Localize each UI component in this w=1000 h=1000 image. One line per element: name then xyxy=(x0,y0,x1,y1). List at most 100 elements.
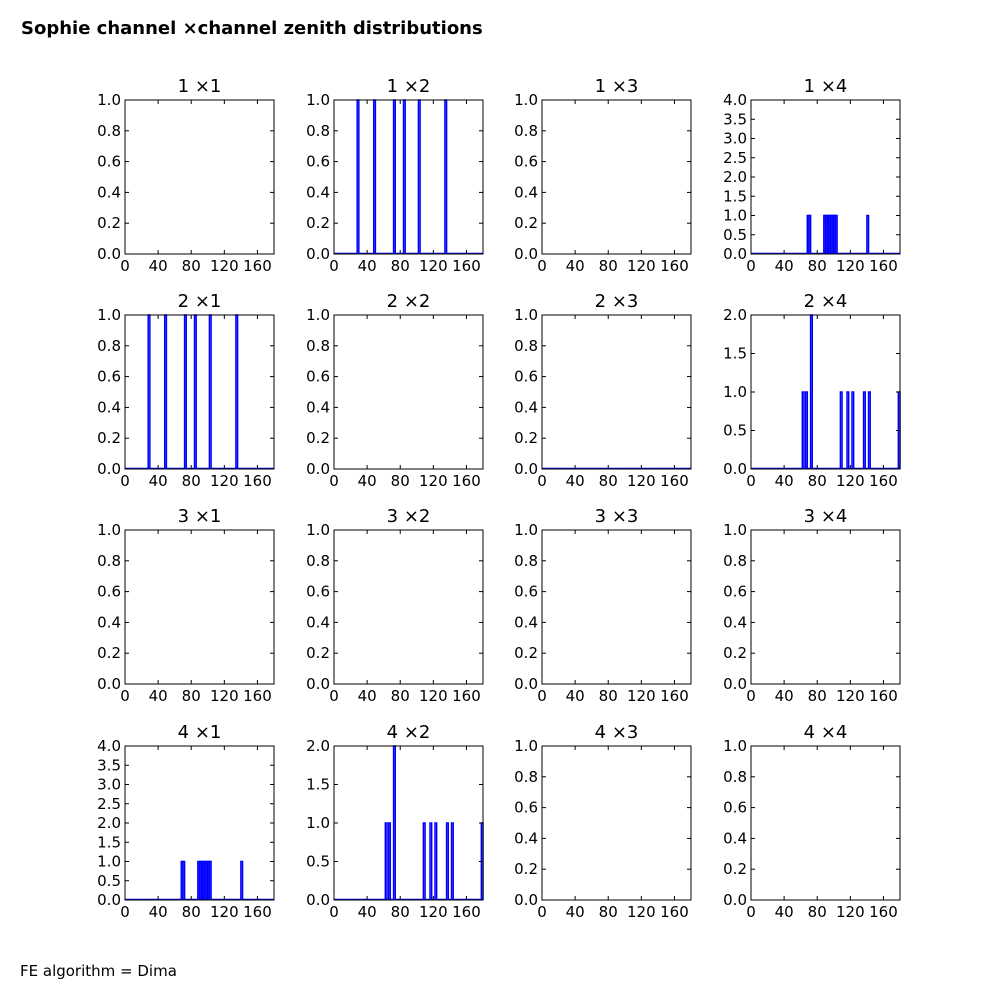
y-tick-label: 2.5 xyxy=(97,795,121,813)
y-tick-label: 1.0 xyxy=(306,306,330,324)
y-tick-label: 0.6 xyxy=(514,799,538,817)
axes-frame xyxy=(750,314,901,470)
x-tick-label: 40 xyxy=(566,903,585,921)
subplot-title: 4 ×4 xyxy=(804,722,848,743)
y-tick-label: 0.0 xyxy=(97,245,121,263)
y-tick-label: 1.5 xyxy=(723,345,747,363)
y-tick-label: 0.6 xyxy=(723,799,747,817)
histogram-bar xyxy=(208,314,212,469)
subplot-1-3: 1 ×3 0 40 80 120 160 0.0 0.2 0.4 0.6 0.8 1.0 xyxy=(514,76,692,275)
x-tick-label: 160 xyxy=(660,257,689,275)
histogram-bar xyxy=(384,822,388,900)
y-tick-label: 0.5 xyxy=(723,226,747,244)
y-tick-label: 0.2 xyxy=(514,644,538,662)
y-tick-label: 1.5 xyxy=(306,776,330,794)
y-tick-label: 0.4 xyxy=(723,829,747,847)
histogram-bar xyxy=(834,214,838,254)
x-tick-label: 80 xyxy=(182,687,201,705)
x-tick-label: 0 xyxy=(120,687,130,705)
x-tick-label: 0 xyxy=(746,257,756,275)
y-tick-label: 0.0 xyxy=(723,460,747,478)
subplot-title: 3 ×2 xyxy=(387,506,431,527)
y-tick-label: 3.5 xyxy=(97,756,121,774)
histogram-bar xyxy=(434,822,438,900)
x-tick-label: 80 xyxy=(182,903,201,921)
y-tick-label: 0.4 xyxy=(306,398,330,416)
y-tick-label: 1.0 xyxy=(97,853,121,871)
y-tick-label: 0.6 xyxy=(514,583,538,601)
subplot-3-3: 3 ×3 0 40 80 120 160 0.0 0.2 0.4 0.6 0.8 1.0 xyxy=(514,506,692,705)
y-tick-label: 1.0 xyxy=(514,737,538,755)
x-tick-label: 40 xyxy=(358,257,377,275)
x-tick-label: 40 xyxy=(566,687,585,705)
y-tick-label: 0.2 xyxy=(723,644,747,662)
histogram-bar xyxy=(193,314,197,469)
x-tick-label: 120 xyxy=(210,903,239,921)
y-tick-label: 0.0 xyxy=(97,460,121,478)
subplot-title: 2 ×4 xyxy=(804,291,848,312)
x-tick-label: 80 xyxy=(599,903,618,921)
x-tick-label: 40 xyxy=(775,257,794,275)
y-tick-label: 0.2 xyxy=(306,214,330,232)
y-tick-label: 0.0 xyxy=(97,675,121,693)
subplot-title: 4 ×3 xyxy=(595,722,639,743)
histogram-bar xyxy=(429,822,433,900)
subplot-title: 2 ×1 xyxy=(178,291,222,312)
x-tick-label: 120 xyxy=(210,687,239,705)
y-tick-label: 0.4 xyxy=(97,183,121,201)
subplot-2-3: 2 ×3 0 40 80 120 160 0.0 0.2 0.4 0.6 0.8 1.0 xyxy=(514,291,692,490)
y-tick-label: 0.6 xyxy=(97,368,121,386)
y-tick-label: 0.0 xyxy=(306,245,330,263)
x-tick-label: 40 xyxy=(566,472,585,490)
subplot-title: 3 ×3 xyxy=(595,506,639,527)
footer-note: FE algorithm = Dima xyxy=(20,962,177,980)
histogram-bar xyxy=(809,314,814,469)
x-tick-label: 80 xyxy=(391,472,410,490)
y-tick-label: 0.8 xyxy=(97,552,121,570)
y-tick-label: 2.0 xyxy=(306,737,330,755)
histogram-bar xyxy=(851,391,855,469)
subplot-4-3: 4 ×3 0 40 80 120 160 0.0 0.2 0.4 0.6 0.8 1.0 xyxy=(514,722,692,921)
histogram-bar xyxy=(866,214,870,254)
axes-frame xyxy=(124,99,275,255)
y-tick-label: 3.5 xyxy=(723,110,747,128)
histogram-bar xyxy=(801,391,805,469)
y-tick-label: 1.0 xyxy=(97,306,121,324)
subplot-1-2: 1 ×2 0 40 80 120 160 0.0 0.2 0.4 0.6 0.8 1.0 xyxy=(306,76,484,275)
histogram-bar xyxy=(163,314,168,469)
x-tick-label: 0 xyxy=(329,472,339,490)
y-tick-label: 0.4 xyxy=(306,613,330,631)
y-tick-label: 3.0 xyxy=(723,130,747,148)
histogram-bar xyxy=(387,822,392,900)
y-tick-label: 0.6 xyxy=(723,583,747,601)
y-tick-label: 0.4 xyxy=(514,613,538,631)
y-tick-label: 0.4 xyxy=(514,183,538,201)
x-tick-label: 80 xyxy=(599,472,618,490)
axes-frame xyxy=(333,314,484,470)
subplot-2-1: 2 ×1 0 40 80 120 160 0.0 0.2 0.4 0.6 0.8 1.0 xyxy=(97,291,275,490)
y-tick-label: 0.0 xyxy=(306,891,330,909)
y-tick-label: 0.8 xyxy=(723,552,747,570)
y-tick-label: 2.0 xyxy=(97,814,121,832)
y-tick-label: 4.0 xyxy=(97,737,121,755)
histogram-bar xyxy=(862,391,866,469)
y-tick-label: 0.2 xyxy=(514,860,538,878)
x-tick-label: 80 xyxy=(391,257,410,275)
y-tick-label: 1.0 xyxy=(306,521,330,539)
y-tick-label: 3.0 xyxy=(97,776,121,794)
x-tick-label: 80 xyxy=(391,687,410,705)
subplot-title: 3 ×1 xyxy=(178,506,222,527)
y-tick-label: 0.8 xyxy=(514,768,538,786)
axes-frame xyxy=(541,529,692,685)
axes-frame xyxy=(750,745,901,901)
x-tick-label: 40 xyxy=(149,687,168,705)
x-tick-label: 80 xyxy=(391,903,410,921)
y-tick-label: 1.0 xyxy=(514,306,538,324)
x-tick-label: 160 xyxy=(452,257,481,275)
subplot-3-1: 3 ×1 0 40 80 120 160 0.0 0.2 0.4 0.6 0.8 1.0 xyxy=(97,506,275,705)
y-tick-label: 1.5 xyxy=(97,833,121,851)
y-tick-label: 0.6 xyxy=(97,583,121,601)
y-tick-label: 1.0 xyxy=(97,91,121,109)
x-tick-label: 160 xyxy=(243,903,272,921)
y-tick-label: 0.4 xyxy=(97,398,121,416)
